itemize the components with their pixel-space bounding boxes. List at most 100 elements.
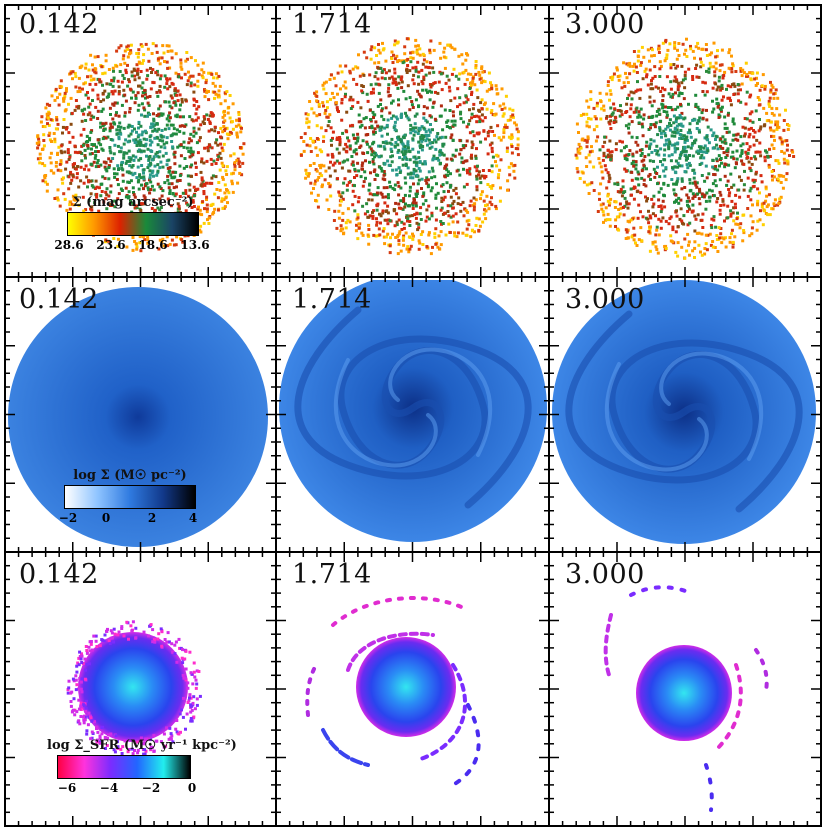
star-particle [180, 76, 183, 80]
star-particle [726, 113, 730, 117]
star-particle [134, 94, 138, 98]
star-particle [363, 126, 367, 130]
star-particle [499, 186, 502, 190]
star-particle [422, 126, 426, 130]
star-particle [207, 98, 211, 102]
star-particle [383, 178, 387, 182]
star-particle [627, 202, 631, 206]
star-particle [62, 118, 66, 121]
star-particle [705, 118, 709, 122]
star-particle [238, 165, 242, 168]
star-particle [658, 175, 662, 179]
star-particle [457, 196, 461, 200]
star-particle [498, 168, 502, 172]
star-particle [658, 67, 662, 71]
star-particle [176, 99, 180, 103]
star-particle [659, 90, 663, 93]
star-particle [161, 165, 165, 169]
star-particle [37, 137, 41, 141]
star-particle [424, 139, 428, 143]
star-particle [191, 153, 195, 157]
star-particle [237, 162, 241, 166]
star-particle [670, 178, 674, 181]
star-particle [467, 122, 471, 126]
star-particle [458, 152, 462, 156]
star-particle [233, 168, 237, 172]
star-particle [118, 121, 122, 125]
star-particle [421, 88, 425, 92]
star-particle [504, 94, 508, 98]
star-particle [327, 120, 331, 123]
star-particle [356, 139, 360, 143]
star-particle [356, 100, 360, 104]
star-particle [174, 132, 178, 136]
star-particle [655, 172, 659, 175]
star-particle [219, 126, 223, 130]
star-particle [357, 53, 360, 57]
star-particle [121, 73, 125, 77]
star-particle [413, 155, 417, 159]
star-particle [702, 150, 706, 154]
star-particle [456, 220, 460, 224]
star-particle [210, 176, 214, 180]
star-particle [746, 176, 750, 180]
star-particle [659, 187, 663, 191]
star-particle [749, 169, 753, 173]
star-particle [198, 136, 202, 140]
star-particle [653, 125, 657, 129]
star-particle [480, 98, 484, 102]
star-particle [508, 107, 512, 111]
star-particle [723, 122, 727, 126]
star-particle [624, 124, 628, 128]
star-particle [462, 185, 466, 189]
star-particle [376, 186, 380, 190]
star-particle [630, 193, 633, 197]
time-label: 0.142 [19, 559, 99, 590]
star-particle [316, 193, 320, 197]
star-particle [366, 215, 370, 219]
star-particle [608, 224, 612, 228]
star-particle [600, 207, 604, 211]
star-particle [74, 85, 78, 89]
star-particle [582, 180, 586, 184]
star-particle [345, 188, 349, 192]
star-particle [431, 245, 434, 249]
star-particle [490, 86, 494, 90]
star-particle [153, 136, 157, 140]
star-particle [397, 59, 401, 62]
star-particle [443, 108, 447, 112]
sfr-pixel [160, 630, 164, 634]
colorbar-tick: 28.6 [54, 238, 84, 252]
star-particle [756, 150, 760, 154]
star-particle [695, 231, 699, 235]
star-particle [439, 56, 443, 60]
star-particle [199, 170, 203, 174]
star-particle [758, 191, 761, 195]
star-particle [694, 217, 698, 221]
sfr-pixel [84, 709, 88, 713]
star-particle [393, 71, 397, 75]
star-particle [635, 106, 639, 110]
star-particle [343, 80, 347, 84]
star-particle [585, 120, 589, 124]
star-particle [439, 208, 443, 212]
star-particle [457, 77, 461, 81]
star-particle [65, 127, 68, 131]
star-particle [385, 141, 389, 145]
sfr-colorbar-legend: log Σ_SFR (M☉ yr⁻¹ kpc⁻²) −6 −4 −2 0 [47, 738, 272, 797]
star-particle [725, 183, 729, 187]
star-particle [758, 118, 761, 121]
star-particle [691, 203, 695, 207]
star-particle [415, 112, 419, 116]
sfr-pixel [67, 686, 71, 690]
star-particle [502, 128, 506, 132]
star-particle [369, 57, 373, 61]
star-particle [507, 135, 511, 139]
star-particle [330, 91, 334, 95]
star-particle [776, 177, 780, 181]
star-particle [614, 200, 618, 204]
star-particle [716, 49, 719, 53]
colorbar-tick: 2 [147, 511, 157, 525]
star-particle [168, 85, 172, 89]
star-particle [463, 82, 467, 86]
